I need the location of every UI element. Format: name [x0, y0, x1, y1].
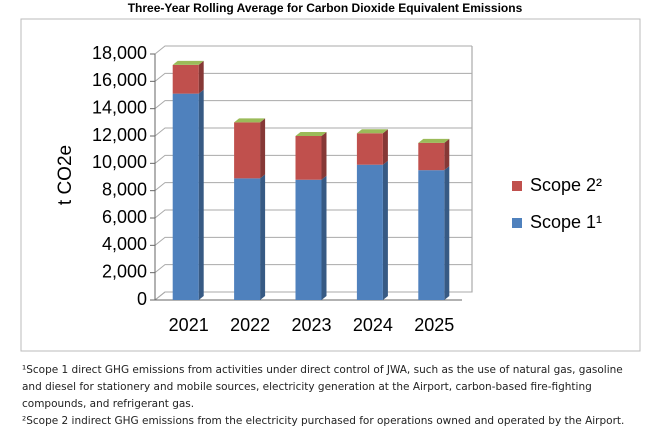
bar-segment — [234, 178, 261, 300]
bar-segment — [172, 93, 199, 300]
chart-frame — [20, 18, 641, 352]
chart: Three-Year Rolling Average for Carbon Di… — [20, 1, 641, 352]
y-axis-title: t CO2e — [55, 145, 76, 205]
x-tick-label: 2023 — [291, 315, 331, 335]
grid-line — [154, 100, 472, 110]
bar-segment — [172, 64, 199, 94]
x-tick-label: 2022 — [230, 315, 270, 335]
bar-side — [444, 166, 450, 300]
footnote: ²Scope 2 indirect GHG emissions from the… — [22, 415, 625, 427]
y-tick-label: 2,000 — [102, 261, 147, 281]
bar-top — [356, 129, 388, 134]
grid-line — [154, 127, 472, 137]
grid-line — [154, 72, 472, 82]
bar-top — [418, 138, 450, 143]
y-tick-label: 0 — [137, 289, 147, 309]
bar-segment — [234, 122, 261, 179]
legend-swatch — [512, 218, 522, 228]
x-tick-label: 2021 — [169, 315, 209, 335]
legend-swatch — [512, 181, 522, 191]
bar-side — [321, 175, 327, 300]
bar-side — [382, 129, 388, 165]
y-tick-label: 4,000 — [102, 234, 147, 254]
bar-side — [198, 60, 204, 94]
y-tick-label: 14,000 — [92, 97, 147, 117]
x-tick-label: 2025 — [414, 315, 454, 335]
bar-side — [260, 118, 266, 179]
bar-segment — [356, 164, 383, 300]
y-tick-label: 12,000 — [92, 125, 147, 145]
legend-label: Scope 2² — [530, 175, 602, 195]
footnote: ¹Scope 1 direct GHG emissions from activ… — [22, 364, 623, 410]
bar-side — [321, 132, 327, 180]
bar-top — [234, 118, 266, 123]
bar-side — [260, 174, 266, 300]
bar-segment — [418, 142, 445, 171]
bar-side — [382, 160, 388, 300]
bar-segment — [295, 179, 322, 300]
footnotes: ¹Scope 1 direct GHG emissions from activ… — [22, 362, 637, 430]
y-tick-label: 8,000 — [102, 179, 147, 199]
y-tick-label: 16,000 — [92, 70, 147, 90]
bar-segment — [418, 170, 445, 300]
grid-line — [154, 45, 472, 55]
y-tick-label: 10,000 — [92, 152, 147, 172]
bar-top — [172, 60, 204, 65]
bar-side — [444, 138, 450, 171]
bar-top — [295, 132, 327, 136]
chart-title: Three-Year Rolling Average for Carbon Di… — [128, 1, 523, 15]
y-tick-label: 18,000 — [92, 43, 147, 63]
bar-segment — [295, 136, 322, 180]
bar-side — [198, 89, 204, 300]
x-tick-label: 2024 — [353, 315, 393, 335]
legend-label: Scope 1¹ — [530, 212, 602, 232]
bar-segment — [356, 133, 383, 165]
y-tick-label: 6,000 — [102, 207, 147, 227]
